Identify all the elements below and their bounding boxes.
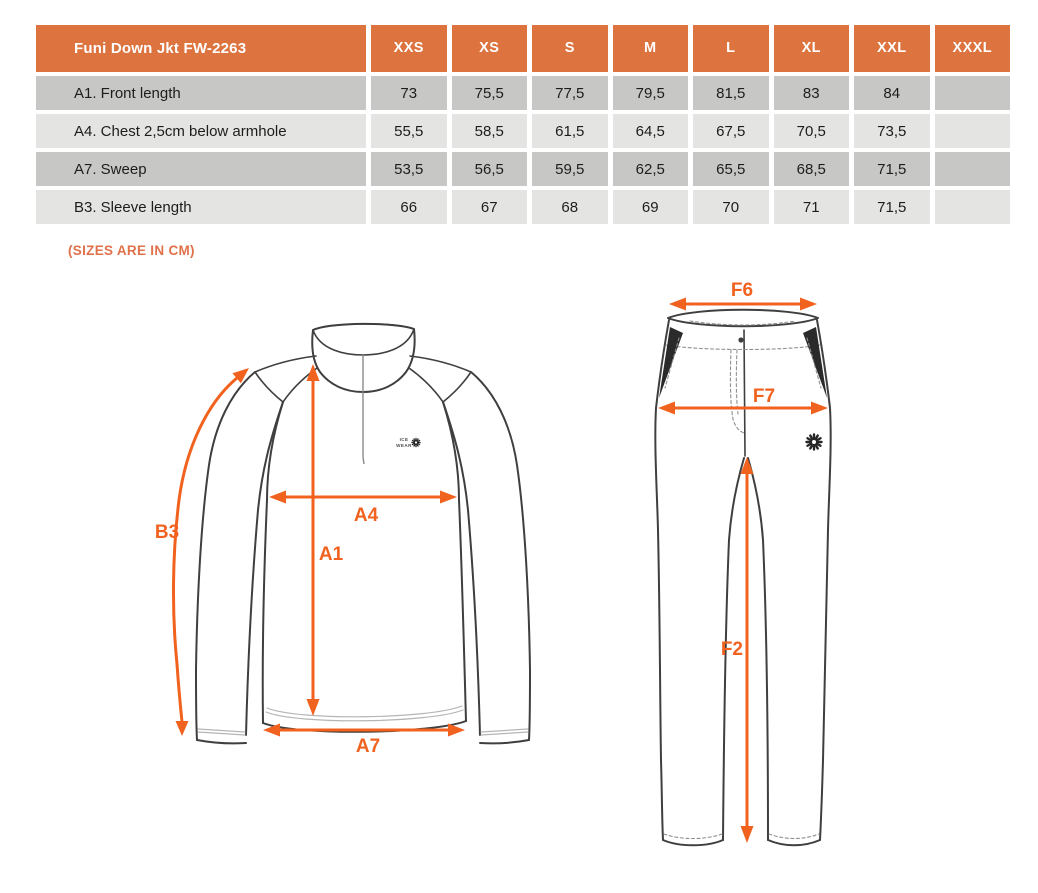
pants-outline bbox=[654, 308, 832, 847]
table-value bbox=[934, 190, 1010, 224]
icewear-logo: ICE WEAR bbox=[396, 437, 421, 448]
table-value: 68,5 bbox=[773, 152, 849, 186]
jacket-measure-b3: B3 bbox=[155, 368, 249, 736]
size-header-s: S bbox=[532, 25, 608, 72]
table-value: 67 bbox=[451, 190, 527, 224]
table-value: 81,5 bbox=[693, 76, 769, 110]
pants-measure-f7: F7 bbox=[658, 386, 828, 415]
table-value: 71,5 bbox=[854, 152, 930, 186]
table-value: 79,5 bbox=[612, 76, 688, 110]
jacket-label-a4: A4 bbox=[354, 505, 379, 526]
logo-text-wear: WEAR bbox=[396, 443, 412, 448]
units-note: (SIZES ARE IN CM) bbox=[68, 243, 195, 258]
size-header-xxl: XXL bbox=[854, 25, 930, 72]
row-label-front-length: A1. Front length bbox=[36, 76, 366, 110]
table-value: 71,5 bbox=[854, 190, 930, 224]
size-header-xl: XL bbox=[773, 25, 849, 72]
pants-label-f6: F6 bbox=[731, 280, 753, 301]
row-label-sleeve-length: B3. Sleeve length bbox=[36, 190, 366, 224]
table-value: 58,5 bbox=[451, 114, 527, 148]
table-value: 70,5 bbox=[773, 114, 849, 148]
pants-label-f7: F7 bbox=[753, 386, 775, 407]
table-value: 59,5 bbox=[532, 152, 608, 186]
logo-text-ice: ICE bbox=[400, 437, 409, 442]
table-value: 56,5 bbox=[451, 152, 527, 186]
size-table: Funi Down Jkt FW-2263 XXS XS S M L XL XX… bbox=[36, 25, 1010, 224]
table-value: 64,5 bbox=[612, 114, 688, 148]
table-value bbox=[934, 114, 1010, 148]
jacket-label-b3: B3 bbox=[155, 522, 179, 543]
jacket-label-a7: A7 bbox=[356, 736, 380, 757]
table-value: 69 bbox=[612, 190, 688, 224]
row-label-chest: A4. Chest 2,5cm below armhole bbox=[36, 114, 366, 148]
jacket-measure-a7: A7 bbox=[263, 723, 465, 757]
table-value: 65,5 bbox=[693, 152, 769, 186]
table-value: 67,5 bbox=[693, 114, 769, 148]
table-value: 66 bbox=[371, 190, 447, 224]
table-value: 75,5 bbox=[451, 76, 527, 110]
snowflake-icon bbox=[805, 433, 823, 451]
size-header-m: M bbox=[612, 25, 688, 72]
jacket-measure-a4: A4 bbox=[269, 490, 457, 526]
size-header-xs: XS bbox=[451, 25, 527, 72]
table-value bbox=[934, 152, 1010, 186]
table-value: 83 bbox=[773, 76, 849, 110]
jacket-diagram: ICE WEAR B3 A1 bbox=[155, 322, 531, 757]
table-value: 53,5 bbox=[371, 152, 447, 186]
pants-measure-f2: F2 bbox=[721, 457, 754, 843]
jacket-outline bbox=[195, 322, 531, 745]
pants-measure-f6: F6 bbox=[669, 280, 817, 311]
table-value bbox=[934, 76, 1010, 110]
pants-diagram: F6 F7 F2 bbox=[654, 280, 832, 847]
table-value: 61,5 bbox=[532, 114, 608, 148]
size-header-xxxl: XXXL bbox=[934, 25, 1010, 72]
table-value: 68 bbox=[532, 190, 608, 224]
product-title: Funi Down Jkt FW-2263 bbox=[36, 25, 366, 72]
table-value: 55,5 bbox=[371, 114, 447, 148]
jacket-label-a1: A1 bbox=[319, 544, 344, 565]
table-value: 77,5 bbox=[532, 76, 608, 110]
table-value: 73,5 bbox=[854, 114, 930, 148]
snowflake-icon bbox=[411, 437, 421, 448]
table-value: 70 bbox=[693, 190, 769, 224]
table-value: 71 bbox=[773, 190, 849, 224]
table-value: 73 bbox=[371, 76, 447, 110]
jacket-measure-a1: A1 bbox=[306, 364, 344, 716]
table-value: 84 bbox=[854, 76, 930, 110]
pants-label-f2: F2 bbox=[721, 639, 743, 660]
size-header-xxs: XXS bbox=[371, 25, 447, 72]
size-header-l: L bbox=[693, 25, 769, 72]
table-value: 62,5 bbox=[612, 152, 688, 186]
row-label-sweep: A7. Sweep bbox=[36, 152, 366, 186]
